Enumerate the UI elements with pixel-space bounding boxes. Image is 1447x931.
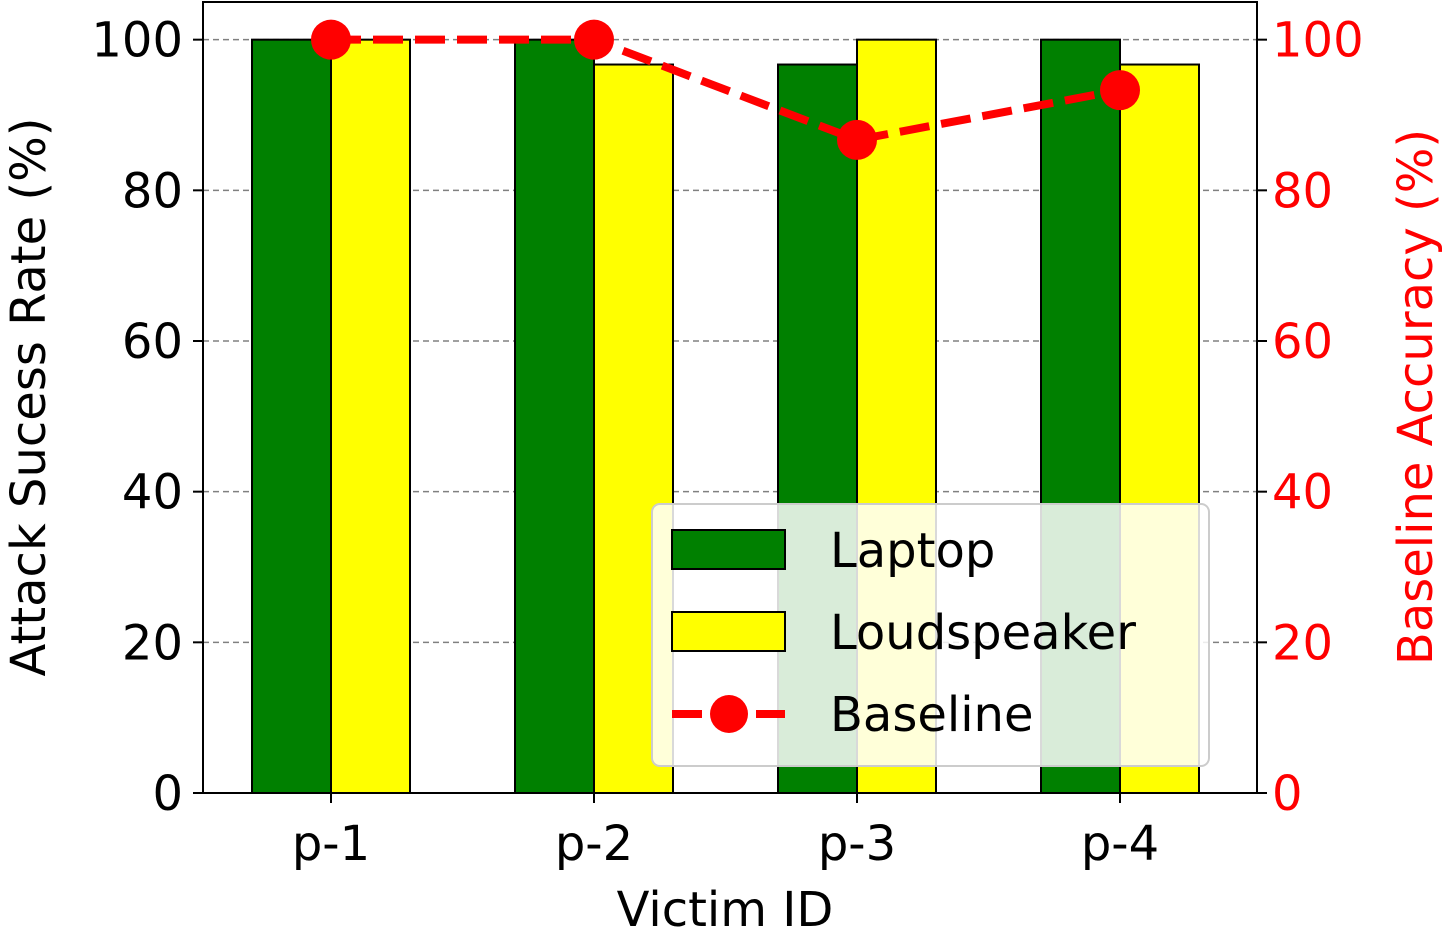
y2-tick-label-20: 20	[1272, 615, 1333, 671]
baseline-point-p-1	[311, 19, 351, 60]
y-tick-label-100: 100	[91, 13, 183, 69]
x-tick-label-p-3: p-3	[818, 816, 896, 872]
y-axis-label: Attack Sucess Rate (%)	[1, 118, 57, 677]
x-tick-label-p-1: p-1	[292, 816, 370, 872]
legend: Laptop Loudspeaker Baseline	[651, 503, 1210, 767]
y-tick-label-80: 80	[122, 163, 183, 219]
baseline-point-p-3	[837, 119, 877, 160]
legend-label-loudspeaker: Loudspeaker	[830, 605, 1136, 661]
baseline-point-p-4	[1100, 70, 1140, 111]
y-tick-label-20: 20	[122, 615, 183, 671]
left-axis: 0 20 40 60 80 100	[91, 13, 203, 822]
legend-swatch-laptop	[671, 529, 786, 570]
x-tick-label-p-4: p-4	[1081, 816, 1159, 872]
bar-loudspeaker-p-1	[330, 38, 411, 794]
legend-swatch-baseline-marker	[710, 695, 748, 733]
legend-label-laptop: Laptop	[830, 523, 995, 579]
baseline-line	[331, 35, 1121, 145]
y-tick-label-0: 0	[152, 766, 183, 822]
y2-tick-label-80: 80	[1272, 163, 1333, 219]
y2-tick-label-40: 40	[1272, 465, 1333, 521]
bar-laptop-p-2	[514, 38, 595, 794]
right-axis: 0 20 40 60 80 100	[1257, 13, 1364, 822]
y2-axis-label: Baseline Accuracy (%)	[1388, 129, 1444, 665]
y2-tick-label-60: 60	[1272, 314, 1333, 370]
x-axis: p-1 p-2 p-3 p-4	[292, 793, 1159, 872]
y2-tick-label-100: 100	[1272, 13, 1364, 69]
baseline-point-p-2	[574, 19, 614, 60]
x-axis-label: Victim ID	[617, 882, 834, 931]
plot-frame	[202, 1, 1258, 794]
y-tick-label-60: 60	[122, 314, 183, 370]
legend-swatch-loudspeaker	[671, 611, 786, 652]
legend-label-baseline: Baseline	[830, 687, 1034, 743]
y2-tick-label-0: 0	[1272, 766, 1303, 822]
y-tick-label-40: 40	[122, 465, 183, 521]
x-tick-label-p-2: p-2	[555, 816, 633, 872]
baseline-series	[311, 19, 1140, 160]
bar-laptop-p-1	[251, 38, 332, 794]
legend-box	[651, 503, 1210, 767]
